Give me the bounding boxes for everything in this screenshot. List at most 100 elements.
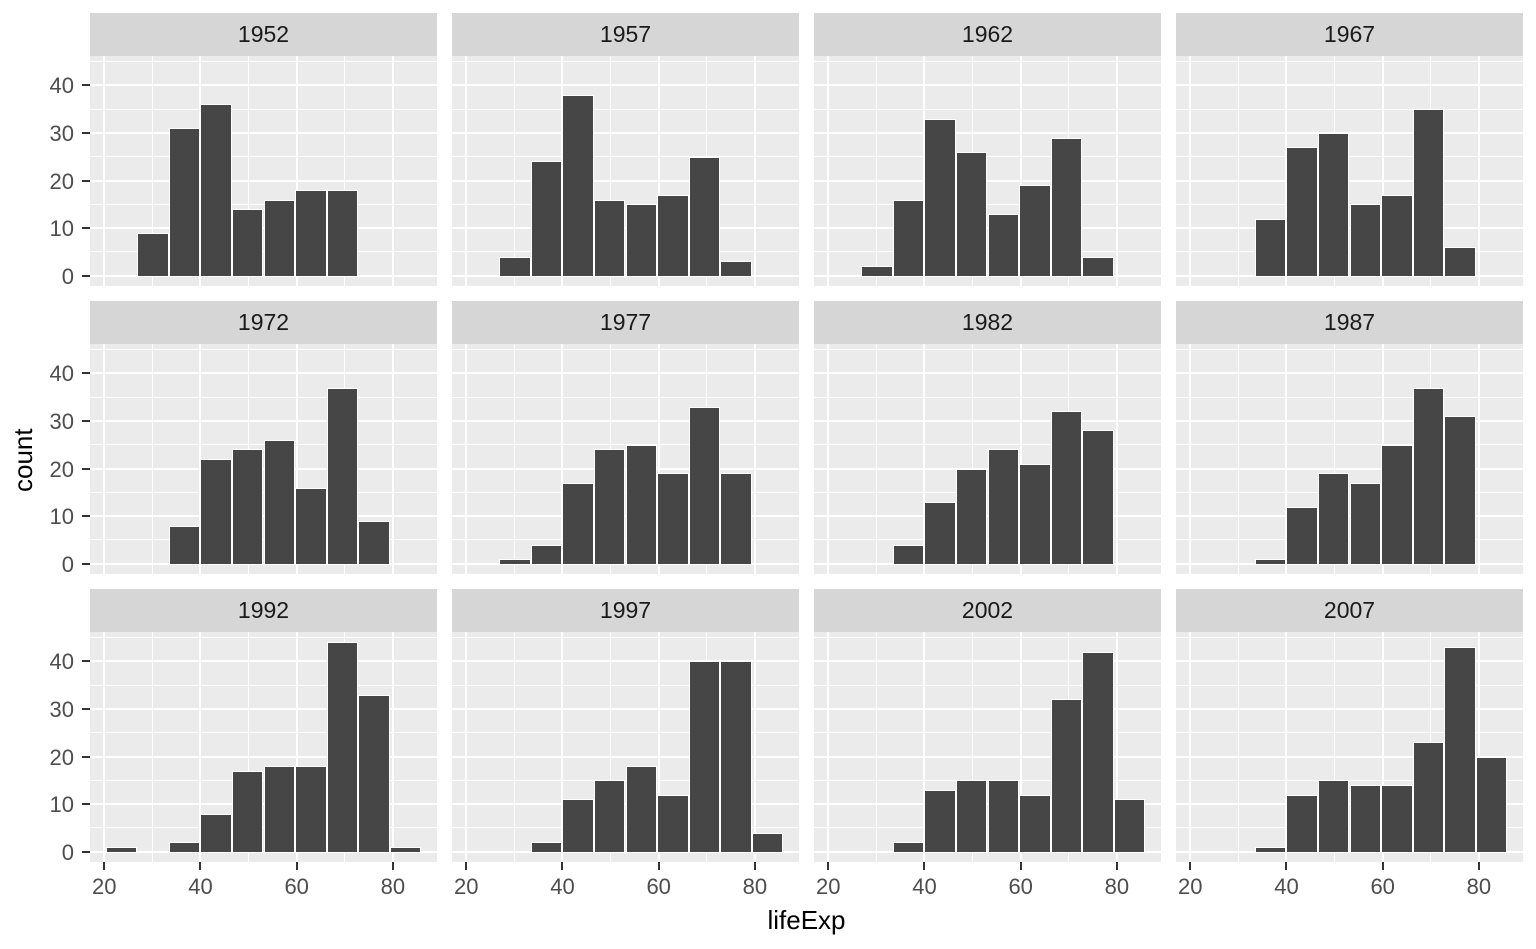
minor-gridline-h [452,108,799,110]
major-gridline-h [90,274,437,277]
major-gridline-v [923,344,926,574]
major-gridline-h [814,274,1161,277]
major-gridline-h [452,562,799,565]
major-gridline-h [90,419,437,422]
major-gridline-h [1176,179,1523,182]
major-gridline-h [1176,660,1523,663]
major-gridline-v [391,56,394,286]
major-gridline-h [1176,562,1523,565]
major-gridline-v [1285,632,1288,862]
histogram-bar [358,520,390,564]
histogram-bar [389,846,422,852]
x-axis-tick-label: 40 [1274,874,1299,899]
histogram-bar [593,449,626,564]
major-gridline-h [814,372,1161,375]
y-axis-tick [82,515,90,518]
histogram-bar [168,842,201,852]
minor-gridline-h [814,684,1161,686]
major-gridline-h [814,419,1161,422]
major-gridline-h [452,131,799,134]
histogram-bar [1254,558,1287,564]
histogram-bar [1412,109,1445,276]
histogram-bar [231,449,264,564]
x-axis-tick-label: 80 [380,874,406,899]
major-gridline-v [295,632,298,862]
histogram-bar [326,190,359,276]
major-gridline-v [103,344,106,574]
x-axis-tick [1115,862,1118,870]
minor-gridline-h [90,684,437,686]
x-axis-tick-label: 60 [284,874,309,899]
minor-gridline-v [875,56,877,286]
major-gridline-v [561,632,564,862]
major-gridline-v [1115,56,1118,286]
x-axis-tick [923,862,926,870]
minor-gridline-v [610,56,612,286]
y-axis-tick-label: 40 [49,73,74,99]
histogram-bar [1254,218,1287,276]
y-axis-tick [82,660,90,663]
major-gridline-v [923,632,926,862]
histogram-bar [861,266,893,276]
x-axis-tick-label: 80 [742,874,768,899]
major-gridline-h [90,562,437,565]
minor-gridline-v [513,344,515,574]
facet-panel-1982 [814,344,1161,574]
major-gridline-v [1189,632,1192,862]
histogram-bar [1019,463,1051,564]
minor-gridline-h [90,156,437,158]
major-gridline-v [753,632,756,862]
y-axis-tick-label: 30 [49,408,74,434]
facet-strip: 1962 [814,13,1161,56]
major-gridline-v [827,632,830,862]
histogram-bar [987,449,1020,564]
y-axis-tick-label: 30 [49,696,74,722]
major-gridline-h [1176,274,1523,277]
major-gridline-v [391,632,394,862]
major-gridline-h [814,562,1161,565]
x-axis-tick-label: 40 [188,874,213,899]
major-gridline-v [391,344,394,574]
histogram-bar [1317,132,1350,276]
major-gridline-v [1019,344,1022,574]
minor-gridline-h [1176,684,1523,686]
histogram-bar [955,151,988,276]
histogram-bar [1019,185,1051,276]
histogram-bar [1286,147,1318,276]
minor-gridline-h [452,156,799,158]
y-axis-tick-label: 10 [49,216,74,242]
minor-gridline-v [610,632,612,862]
x-axis-tick [295,862,298,870]
facet-strip-label: 1957 [599,21,652,47]
major-gridline-v [1115,632,1118,862]
x-axis-tick-label: 40 [912,874,937,899]
y-axis-tick [82,467,90,470]
facet-panel-2007 [1176,632,1523,862]
histogram-bar [1082,256,1114,276]
minor-gridline-v [875,344,877,574]
minor-gridline-h [814,108,1161,110]
major-gridline-v [561,344,564,574]
minor-gridline-v [1334,344,1336,574]
major-gridline-v [657,344,660,574]
minor-gridline-h [814,156,1161,158]
minor-gridline-h [1176,61,1523,63]
histogram-bar [720,473,752,564]
x-axis-title: lifeExp [767,905,846,935]
minor-gridline-h [452,637,799,639]
facet-panel-1962 [814,56,1161,286]
y-axis-tick-label: 20 [49,456,74,482]
major-gridline-h [90,660,437,663]
x-axis-tick-label: 20 [91,874,117,899]
histogram-bar [1381,785,1413,852]
histogram-bar [924,789,956,852]
major-gridline-h [814,660,1161,663]
major-gridline-v [465,344,468,574]
facet-strip-label: 1992 [237,597,290,623]
histogram-bar [295,766,327,852]
y-axis-tick-label: 0 [61,839,74,865]
x-axis-tick [1381,862,1384,870]
y-axis-tick-label: 30 [49,120,74,146]
major-gridline-h [90,707,437,710]
y-axis-tick [82,419,90,422]
